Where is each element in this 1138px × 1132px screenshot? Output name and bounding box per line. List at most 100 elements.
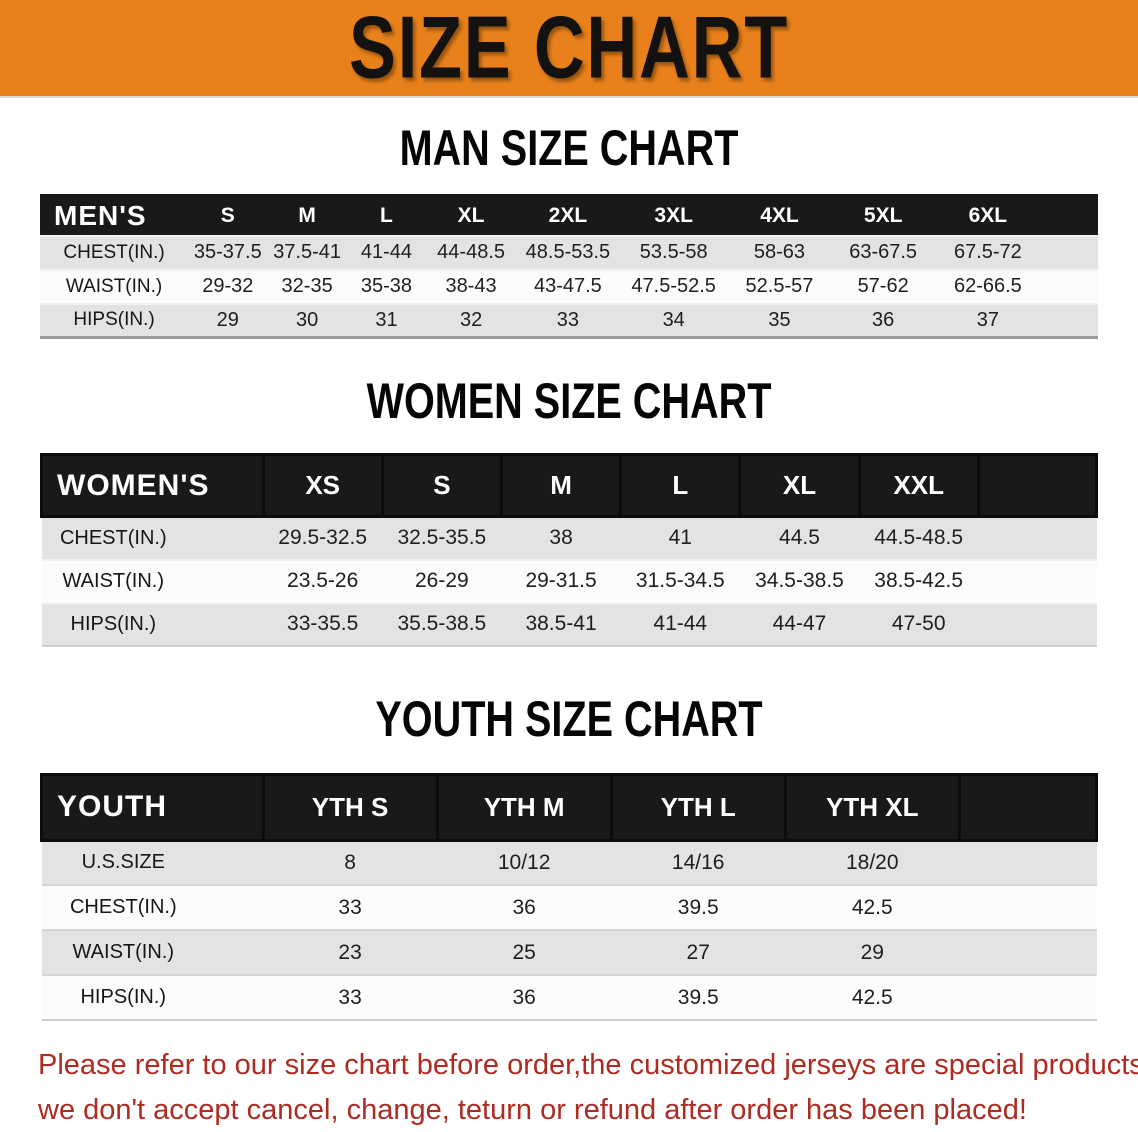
disclaimer-line-1: Please refer to our size chart before or… <box>38 1049 1138 1081</box>
value-cell: 27 <box>686 940 710 964</box>
value-cell: 38-43 <box>445 275 497 297</box>
value-cell: 38.5-41 <box>525 612 597 635</box>
column-header-cell: XL <box>426 195 517 236</box>
row-label: HIPS(IN.) <box>70 612 157 635</box>
youth-header-row: YOUTH YTH S YTH M YTH L YTH XL <box>40 772 1099 842</box>
table-row: WAIST(IN.) 29-32 32-35 35-38 38-43 43-47.5 47.… <box>40 269 1098 304</box>
value-cell: 44.5-48.5 <box>874 526 964 550</box>
banner-title: SIZE CHART <box>349 0 789 97</box>
table-row: WAIST(IN.) 23.5-26 26-29 29-31.5 31.5-34.5 34… <box>41 559 1097 603</box>
men-size-table: MEN'S S M L XL 2XL 3XL 4XL 5XL 6XL CHEST(IN.) 35-3… <box>40 194 1098 339</box>
value-cell: 63-67.5 <box>849 241 918 263</box>
value-cell: 32-35 <box>281 275 333 297</box>
value-cell: 35 <box>768 308 791 331</box>
table-row: CHEST(IN.) 33 36 39.5 42.5 <box>41 885 1097 930</box>
column-header-cell: 2XL <box>516 195 620 236</box>
row-spacer-cell <box>1041 236 1098 270</box>
column-header-cell: XL <box>738 453 861 518</box>
women-size-section: WOMEN SIZE CHART WOMEN'S XS S M L XL XXL CHEST… <box>0 339 1138 647</box>
value-cell: 32.5-35.5 <box>397 526 487 550</box>
value-cell: 41-44 <box>360 241 413 263</box>
column-header-cell: L <box>346 195 427 236</box>
value-cell: 44-47 <box>772 612 827 635</box>
row-spacer-cell <box>959 840 1096 885</box>
value-cell: 58-63 <box>753 241 806 263</box>
column-header-cell: 4XL <box>727 195 832 236</box>
value-cell: 44.5 <box>779 526 820 550</box>
table-row: HIPS(IN.) 33-35.5 35.5-38.5 38.5-41 41-44 44-… <box>41 602 1097 646</box>
value-cell: 44-48.5 <box>437 241 506 263</box>
row-spacer-cell <box>1041 304 1098 338</box>
table-row: CHEST(IN.) 35-37.5 37.5-41 41-44 44-48.5 48.5… <box>40 235 1098 270</box>
value-cell: 42.5 <box>851 985 893 1009</box>
column-header-cell: YTH M <box>435 772 613 842</box>
value-cell: 38 <box>549 526 573 550</box>
value-cell: 41 <box>668 526 692 550</box>
table-row: CHEST(IN.) 29.5-32.5 32.5-35.5 38 41 44.5 44.5… <box>41 516 1097 560</box>
header-spacer-cell <box>1040 195 1098 236</box>
row-spacer-cell <box>978 560 1096 603</box>
column-header-cell: YTH L <box>609 772 787 842</box>
value-cell: 35-37.5 <box>193 241 262 263</box>
value-cell: 48.5-53.5 <box>525 241 611 263</box>
column-header-cell: S <box>380 453 503 518</box>
table-row: WAIST(IN.) 23 25 27 29 <box>41 930 1097 975</box>
row-spacer-cell <box>959 885 1096 930</box>
men-header-row: MEN'S S M L XL 2XL 3XL 4XL 5XL 6XL <box>40 195 1098 236</box>
value-cell: 39.5 <box>677 895 719 919</box>
row-spacer-cell <box>978 603 1096 646</box>
women-section-heading: WOMEN SIZE CHART <box>366 371 772 429</box>
youth-section-heading: YOUTH SIZE CHART <box>375 689 763 747</box>
value-cell: 8 <box>344 850 356 874</box>
column-header-cell: S <box>188 195 268 236</box>
value-cell: 39.5 <box>677 985 719 1009</box>
value-cell: 14/16 <box>671 850 725 874</box>
row-label: WAIST(IN.) <box>62 569 165 592</box>
column-header-cell: XXL <box>857 453 980 518</box>
table-corner-label: WOMEN'S <box>40 453 265 518</box>
row-label: U.S.SIZE <box>81 851 165 874</box>
row-spacer-cell <box>1041 270 1098 304</box>
value-cell: 36 <box>512 985 536 1009</box>
column-header-cell: 5XL <box>831 195 935 236</box>
header-spacer-cell <box>976 453 1099 518</box>
value-cell: 67.5-72 <box>953 241 1022 263</box>
value-cell: 31 <box>375 308 398 331</box>
value-cell: 29.5-32.5 <box>278 526 368 550</box>
row-label: HIPS(IN.) <box>73 309 155 331</box>
table-row: HIPS(IN.) 29 30 31 32 33 34 35 36 37 <box>40 303 1098 338</box>
women-size-table: WOMEN'S XS S M L XL XXL CHEST(IN.) 29.5-32.5 32.… <box>40 453 1099 647</box>
value-cell: 29 <box>216 308 239 331</box>
value-cell: 23.5-26 <box>287 569 359 592</box>
value-cell: 35-38 <box>360 275 413 297</box>
value-cell: 32 <box>459 308 483 331</box>
banner: SIZE CHART <box>0 0 1138 98</box>
size-chart-content: MAN SIZE CHART MEN'S S M L XL 2XL 3XL 4XL 5XL 6XL… <box>0 98 1138 1132</box>
women-header-row: WOMEN'S XS S M L XL XXL <box>40 453 1099 518</box>
value-cell: 62-66.5 <box>953 275 1022 297</box>
value-cell: 29-32 <box>202 275 254 297</box>
disclaimer-line-2: we don't accept cancel, change, teturn o… <box>38 1094 1027 1126</box>
value-cell: 23 <box>338 940 362 964</box>
table-row: U.S.SIZE 8 10/12 14/16 18/20 <box>41 840 1097 885</box>
value-cell: 36 <box>872 308 895 331</box>
header-spacer-cell <box>957 772 1099 842</box>
value-cell: 10/12 <box>497 850 551 874</box>
table-corner-label: MEN'S <box>40 195 189 236</box>
row-label: CHEST(IN.) <box>69 896 177 918</box>
value-cell: 18/20 <box>845 850 899 874</box>
men-section-heading: MAN SIZE CHART <box>399 118 739 176</box>
value-cell: 33 <box>338 895 362 919</box>
column-header-cell: M <box>267 195 347 236</box>
row-label: HIPS(IN.) <box>80 986 167 1008</box>
column-header-cell: 3XL <box>619 195 728 236</box>
value-cell: 26-29 <box>415 569 469 592</box>
row-spacer-cell <box>978 517 1096 560</box>
value-cell: 37.5-41 <box>273 241 342 263</box>
youth-size-section: YOUTH SIZE CHART YOUTH YTH S YTH M YTH L YTH… <box>0 647 1138 1021</box>
column-header-cell: YTH XL <box>783 772 961 842</box>
column-header-cell: 6XL <box>934 195 1041 236</box>
row-label: WAIST(IN.) <box>65 275 163 297</box>
column-header-cell: YTH S <box>261 772 439 842</box>
row-spacer-cell <box>959 930 1096 975</box>
